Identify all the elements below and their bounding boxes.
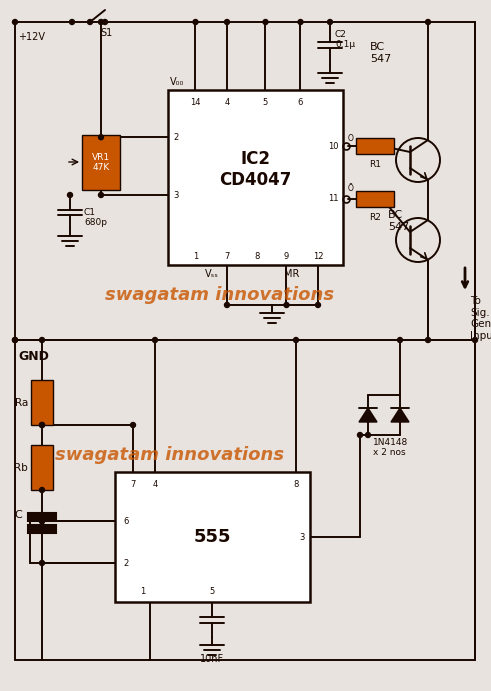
- Text: 5: 5: [263, 98, 268, 107]
- Text: Rb: Rb: [14, 462, 28, 473]
- Bar: [356, 191, 394, 207]
- Circle shape: [39, 560, 45, 565]
- Text: 4: 4: [224, 98, 230, 107]
- Circle shape: [39, 519, 45, 524]
- Circle shape: [39, 422, 45, 428]
- Circle shape: [131, 422, 136, 428]
- Text: VR1
47K: VR1 47K: [92, 153, 110, 172]
- Text: 1N4148
x 2 nos: 1N4148 x 2 nos: [373, 438, 408, 457]
- Text: Vₛₛ: Vₛₛ: [205, 269, 219, 279]
- Circle shape: [327, 19, 332, 24]
- Circle shape: [316, 303, 321, 307]
- Circle shape: [67, 193, 73, 198]
- Text: 7: 7: [224, 252, 230, 261]
- Text: 6: 6: [298, 98, 303, 107]
- Circle shape: [263, 19, 268, 24]
- Text: 12: 12: [313, 252, 323, 261]
- Circle shape: [153, 337, 158, 343]
- Circle shape: [294, 337, 299, 343]
- Bar: [31, 380, 53, 425]
- Text: MR: MR: [284, 269, 299, 279]
- Text: 3: 3: [173, 191, 178, 200]
- Text: 5: 5: [210, 587, 215, 596]
- Circle shape: [298, 19, 303, 24]
- Text: S1: S1: [100, 28, 112, 38]
- Text: 9: 9: [284, 252, 289, 261]
- Polygon shape: [391, 408, 409, 422]
- Circle shape: [365, 433, 371, 437]
- Circle shape: [99, 135, 104, 140]
- Circle shape: [193, 19, 198, 24]
- Text: 6: 6: [123, 517, 128, 526]
- Text: 7: 7: [130, 480, 136, 489]
- Text: 10: 10: [328, 142, 339, 151]
- Circle shape: [12, 337, 18, 343]
- Text: 4: 4: [152, 480, 158, 489]
- Circle shape: [39, 337, 45, 343]
- Circle shape: [39, 422, 45, 428]
- Text: C: C: [14, 510, 22, 520]
- Text: swagatam innovations: swagatam innovations: [55, 446, 284, 464]
- Bar: [115, 472, 310, 602]
- Bar: [28, 513, 56, 521]
- Circle shape: [398, 337, 403, 343]
- Text: V₀₀: V₀₀: [170, 77, 185, 87]
- Bar: [356, 138, 394, 154]
- Bar: [168, 90, 343, 265]
- Text: Ō: Ō: [348, 184, 354, 193]
- Text: 14: 14: [190, 98, 201, 107]
- Text: 8: 8: [254, 252, 259, 261]
- Text: BC
547: BC 547: [388, 210, 409, 231]
- Circle shape: [99, 19, 104, 24]
- Text: swagatam innovations: swagatam innovations: [105, 286, 334, 304]
- Circle shape: [87, 19, 92, 24]
- Circle shape: [284, 303, 289, 307]
- Circle shape: [12, 19, 18, 24]
- Text: 1: 1: [193, 252, 198, 261]
- Circle shape: [224, 19, 229, 24]
- Text: 8: 8: [293, 480, 299, 489]
- Polygon shape: [359, 408, 377, 422]
- Text: BC
547: BC 547: [370, 42, 391, 64]
- Text: 2: 2: [173, 133, 178, 142]
- Text: R2: R2: [369, 213, 381, 222]
- Text: C2
0.1μ: C2 0.1μ: [335, 30, 355, 49]
- Bar: [28, 525, 56, 533]
- Circle shape: [472, 337, 478, 343]
- Text: 11: 11: [328, 194, 339, 203]
- Bar: [31, 445, 53, 490]
- Text: 2: 2: [123, 558, 128, 567]
- Circle shape: [12, 337, 18, 343]
- Text: C1
680p: C1 680p: [84, 208, 107, 227]
- Text: +12V: +12V: [18, 32, 45, 42]
- Text: 10nF: 10nF: [200, 654, 224, 664]
- Text: IC2
CD4047: IC2 CD4047: [219, 150, 292, 189]
- Text: Ra: Ra: [15, 397, 28, 408]
- Circle shape: [426, 19, 431, 24]
- Circle shape: [39, 487, 45, 493]
- Text: O: O: [348, 133, 354, 142]
- Text: R1: R1: [369, 160, 381, 169]
- Circle shape: [103, 19, 108, 24]
- Text: 3: 3: [300, 533, 305, 542]
- Text: 555: 555: [194, 528, 231, 546]
- Circle shape: [99, 193, 104, 198]
- Circle shape: [357, 433, 362, 437]
- Circle shape: [70, 19, 75, 24]
- Text: To
Sig.
Gen.
Input: To Sig. Gen. Input: [470, 296, 491, 341]
- Text: GND: GND: [18, 350, 49, 363]
- Circle shape: [426, 337, 431, 343]
- Text: 1: 1: [140, 587, 146, 596]
- Circle shape: [224, 303, 229, 307]
- Bar: [82, 135, 120, 190]
